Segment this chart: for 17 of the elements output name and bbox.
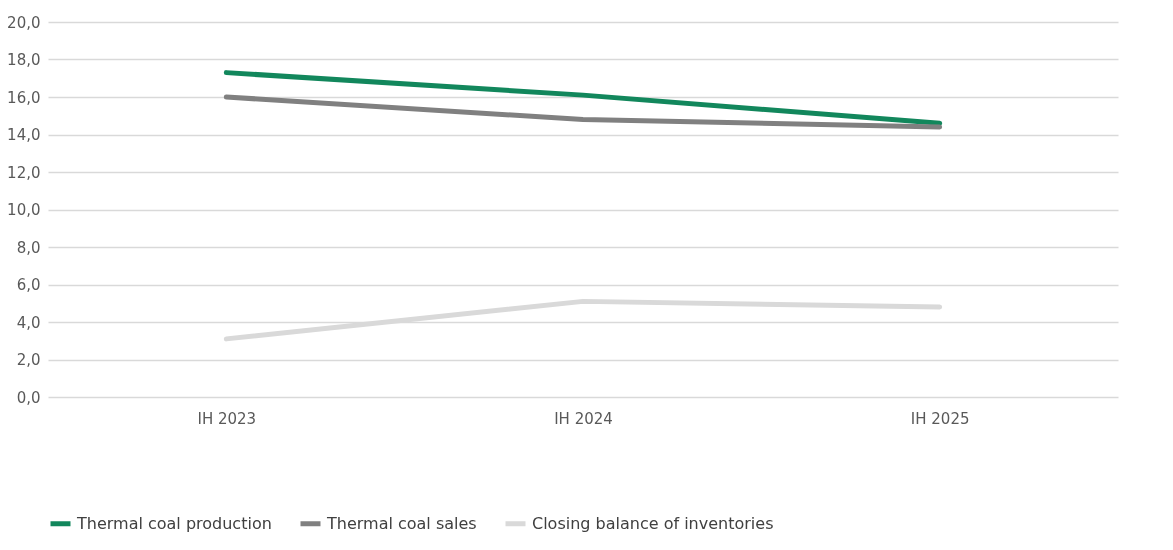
legend-label: Closing balance of inventories — [532, 513, 774, 533]
y-tick-label: 20,0 — [7, 13, 41, 32]
legend-label: Thermal coal production — [76, 513, 272, 533]
y-tick-label: 18,0 — [7, 51, 41, 69]
x-tick-label: IH 2025 — [910, 409, 970, 428]
y-tick-label: 16,0 — [7, 88, 41, 107]
y-tick-label: 6,0 — [16, 276, 41, 294]
y-tick-label: 10,0 — [7, 201, 41, 219]
y-tick-label: 4,0 — [16, 313, 41, 332]
x-tick-label: IH 2023 — [197, 409, 257, 428]
y-tick-label: 8,0 — [16, 238, 41, 257]
x-tick-label: IH 2024 — [554, 409, 613, 428]
y-tick-label: 2,0 — [16, 351, 41, 369]
legend-label: Thermal coal sales — [326, 513, 477, 533]
y-tick-label: 14,0 — [7, 126, 41, 144]
y-tick-label: 12,0 — [7, 163, 41, 182]
y-tick-label: 0,0 — [16, 388, 41, 407]
